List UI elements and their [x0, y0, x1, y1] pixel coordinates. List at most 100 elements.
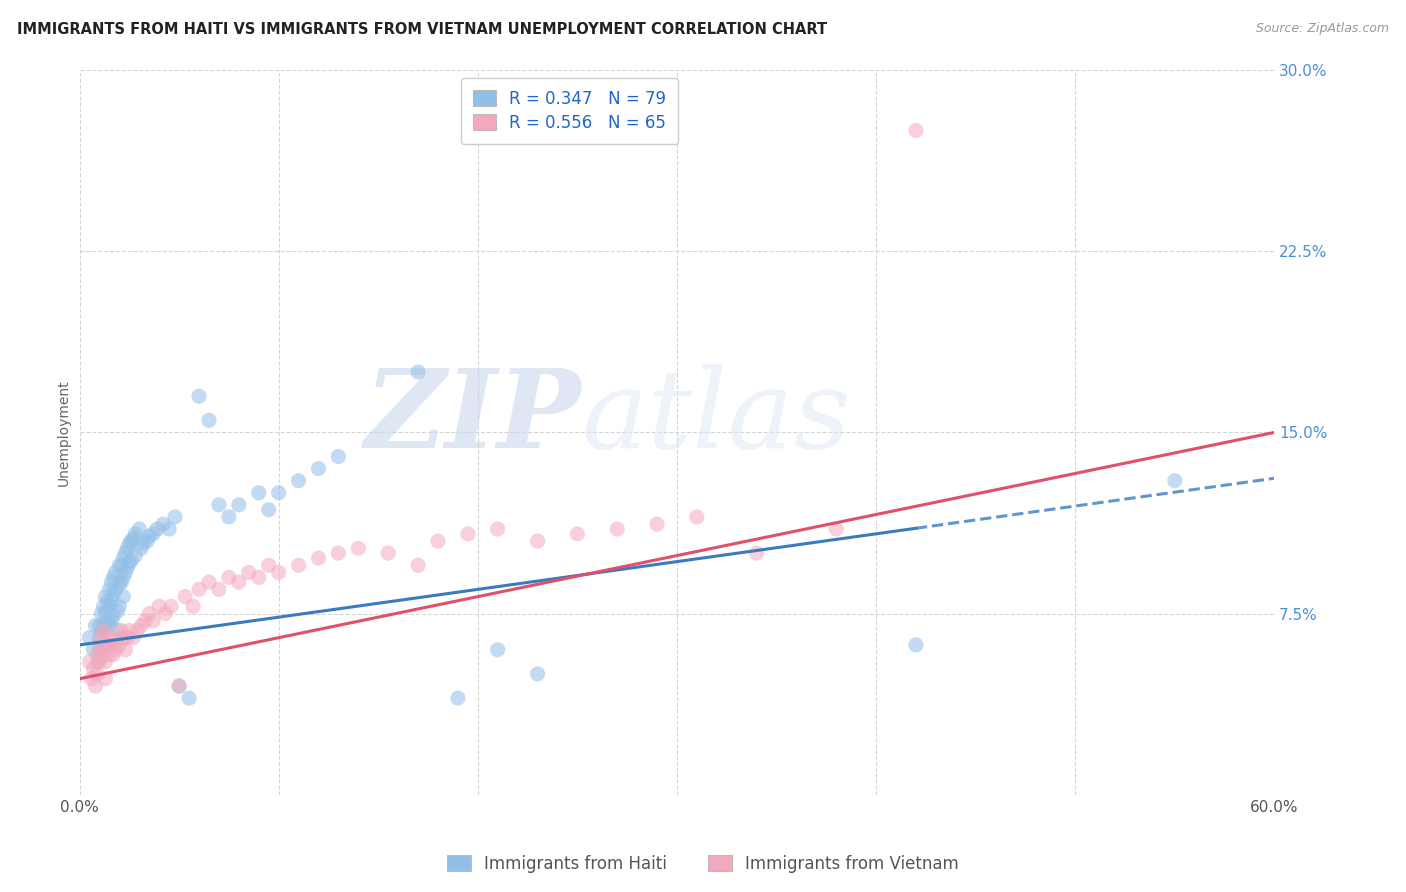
Point: [84, 618, 107, 632]
Point: [127, 624, 149, 638]
Point: [238, 566, 260, 580]
Point: [103, 648, 125, 662]
Point: [100, 594, 122, 608]
Point: [120, 553, 142, 567]
Point: [486, 522, 509, 536]
Point: [129, 618, 152, 632]
Point: [157, 522, 180, 536]
Point: [148, 599, 170, 614]
Point: [208, 498, 231, 512]
Point: [100, 638, 122, 652]
Point: [105, 624, 128, 638]
Point: [198, 575, 221, 590]
Point: [93, 642, 115, 657]
Point: [82, 642, 104, 657]
Point: [198, 413, 221, 427]
Legend: Immigrants from Haiti, Immigrants from Vietnam: Immigrants from Haiti, Immigrants from V…: [440, 848, 966, 880]
Point: [93, 638, 115, 652]
Point: [247, 485, 270, 500]
Point: [110, 575, 132, 590]
Point: [132, 536, 155, 550]
Point: [84, 679, 107, 693]
Point: [308, 551, 330, 566]
Point: [112, 570, 135, 584]
Point: [90, 624, 112, 638]
Point: [112, 551, 135, 566]
Point: [94, 590, 117, 604]
Text: atlas: atlas: [581, 364, 851, 472]
Point: [124, 549, 146, 563]
Point: [267, 566, 290, 580]
Point: [89, 618, 111, 632]
Point: [86, 667, 108, 681]
Point: [160, 599, 183, 614]
Point: [267, 485, 290, 500]
Point: [308, 461, 330, 475]
Point: [114, 642, 136, 657]
Point: [567, 526, 589, 541]
Point: [142, 614, 165, 628]
Point: [457, 526, 479, 541]
Point: [80, 672, 103, 686]
Point: [118, 624, 141, 638]
Point: [90, 650, 112, 665]
Point: [79, 655, 101, 669]
Point: [904, 638, 927, 652]
Point: [347, 541, 370, 556]
Point: [105, 631, 128, 645]
Point: [167, 679, 190, 693]
Text: ZIP: ZIP: [364, 364, 581, 472]
Point: [94, 624, 117, 638]
Point: [136, 534, 159, 549]
Point: [406, 365, 429, 379]
Point: [218, 510, 240, 524]
Point: [117, 560, 139, 574]
Point: [96, 614, 118, 628]
Point: [86, 648, 108, 662]
Point: [98, 648, 121, 662]
Point: [328, 546, 350, 560]
Point: [98, 599, 121, 614]
Point: [745, 546, 768, 560]
Point: [138, 607, 160, 621]
Point: [93, 618, 115, 632]
Point: [117, 631, 139, 645]
Point: [177, 691, 200, 706]
Point: [93, 599, 115, 614]
Point: [103, 609, 125, 624]
Point: [122, 631, 145, 645]
Point: [118, 556, 141, 570]
Point: [228, 498, 250, 512]
Point: [79, 631, 101, 645]
Point: [257, 502, 280, 516]
Point: [167, 679, 190, 693]
Point: [104, 582, 127, 597]
Text: IMMIGRANTS FROM HAITI VS IMMIGRANTS FROM VIETNAM UNEMPLOYMENT CORRELATION CHART: IMMIGRANTS FROM HAITI VS IMMIGRANTS FROM…: [17, 22, 827, 37]
Point: [89, 638, 111, 652]
Text: Source: ZipAtlas.com: Source: ZipAtlas.com: [1256, 22, 1389, 36]
Point: [93, 624, 115, 638]
Point: [108, 577, 131, 591]
Point: [100, 614, 122, 628]
Point: [138, 529, 160, 543]
Point: [142, 526, 165, 541]
Point: [110, 624, 132, 638]
Point: [89, 631, 111, 645]
Point: [152, 517, 174, 532]
Point: [94, 655, 117, 669]
Point: [112, 590, 135, 604]
Point: [153, 607, 176, 621]
Point: [94, 607, 117, 621]
Point: [406, 558, 429, 573]
Point: [328, 450, 350, 464]
Point: [117, 541, 139, 556]
Point: [103, 570, 125, 584]
Point: [1164, 474, 1187, 488]
Point: [89, 655, 111, 669]
Point: [427, 534, 450, 549]
Point: [134, 614, 156, 628]
Point: [96, 638, 118, 652]
Point: [486, 642, 509, 657]
Point: [174, 590, 197, 604]
Point: [114, 546, 136, 560]
